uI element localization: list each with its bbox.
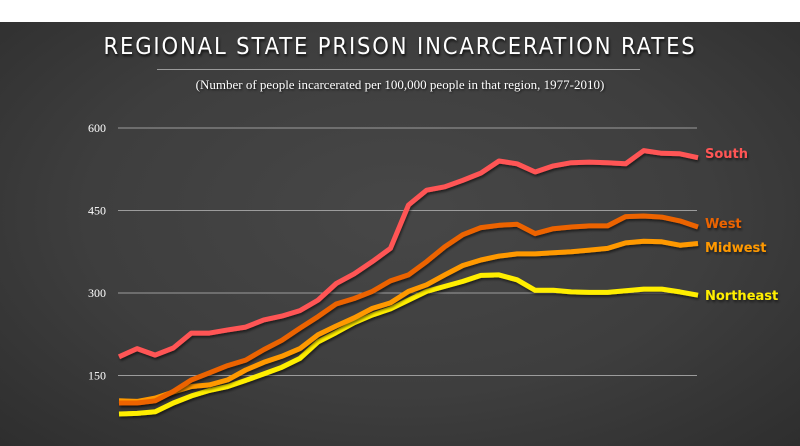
series-line-midwest	[118, 238, 699, 404]
series-line-south	[117, 148, 699, 360]
series-label-south: South	[705, 147, 748, 162]
series-label-northeast: Northeast	[705, 289, 778, 304]
series-line-northeast	[118, 272, 699, 417]
chart-subtitle: (Number of people incarcerated per 100,0…	[195, 77, 605, 92]
y-tick-label: 150	[88, 369, 106, 383]
y-tick-label: 300	[88, 286, 106, 300]
series-label-midwest: Midwest	[705, 241, 766, 256]
title-divider	[157, 69, 640, 70]
y-tick-label: 450	[88, 204, 106, 218]
series-line-west	[119, 213, 699, 406]
series-label-west: West	[705, 217, 742, 232]
y-tick-label: 600	[88, 121, 106, 135]
chart-title: REGIONAL STATE PRISON INCARCERATION RATE…	[103, 34, 697, 60]
